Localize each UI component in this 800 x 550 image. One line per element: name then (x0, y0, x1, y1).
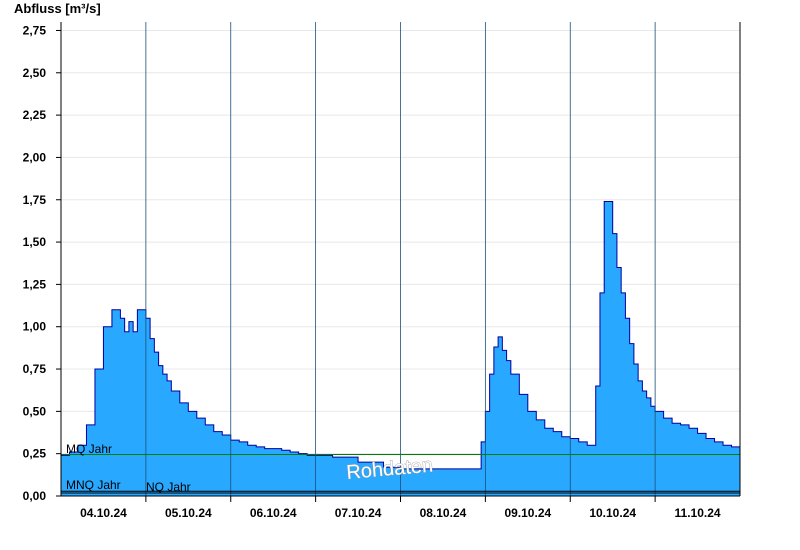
x-tick-label-4: 08.10.24 (420, 506, 467, 520)
reference-lines: MQ Jahr MNQ Jahr NQ Jahr (61, 442, 740, 494)
x-tick-label-6: 10.10.24 (589, 506, 636, 520)
x-tick-label-5: 09.10.24 (504, 506, 551, 520)
discharge-series-line (61, 200, 741, 470)
y-tick-label-2: 0,50 (23, 404, 47, 418)
discharge-area (61, 200, 741, 496)
x-tick-label-2: 06.10.24 (250, 506, 297, 520)
y-tick-label-7: 1,75 (23, 193, 47, 207)
y-tick-label-6: 1,50 (23, 235, 47, 249)
reference-label-0: MQ Jahr (66, 442, 112, 456)
x-tick-label-1: 05.10.24 (165, 506, 212, 520)
day-boundary-lines (145, 22, 656, 496)
x-tick-label-0: 04.10.24 (80, 506, 127, 520)
reference-label-2: NQ Jahr (146, 480, 191, 494)
x-tick-label-3: 07.10.24 (335, 506, 382, 520)
x-axis-ticks: 04.10.24 05.10.24 06.10.24 07.10.24 08.10.24… (80, 496, 721, 520)
y-tick-label-9: 2,25 (23, 108, 47, 122)
y-tick-label-11: 2,75 (23, 23, 47, 37)
y-tick-label-10: 2,50 (23, 66, 47, 80)
y-tick-label-5: 1,25 (23, 277, 47, 291)
y-axis-title: Abfluss [m³/s] (14, 1, 101, 16)
reference-label-1: MNQ Jahr (66, 478, 121, 492)
x-tick-label-7: 11.10.24 (675, 506, 721, 520)
watermark-text: Rohdaten (346, 455, 434, 484)
y-tick-label-3: 0,75 (23, 362, 47, 376)
y-axis-ticks: 0,00 0,25 0,50 0,75 1,00 1,25 1,50 1,75 2,00 2,25… (23, 23, 61, 503)
y-tick-label-8: 2,00 (23, 150, 47, 164)
y-tick-label-0: 0,00 (23, 489, 47, 503)
discharge-area-fill (61, 201, 740, 496)
y-tick-label-1: 0,25 (23, 447, 47, 461)
y-tick-label-4: 1,00 (23, 320, 47, 334)
